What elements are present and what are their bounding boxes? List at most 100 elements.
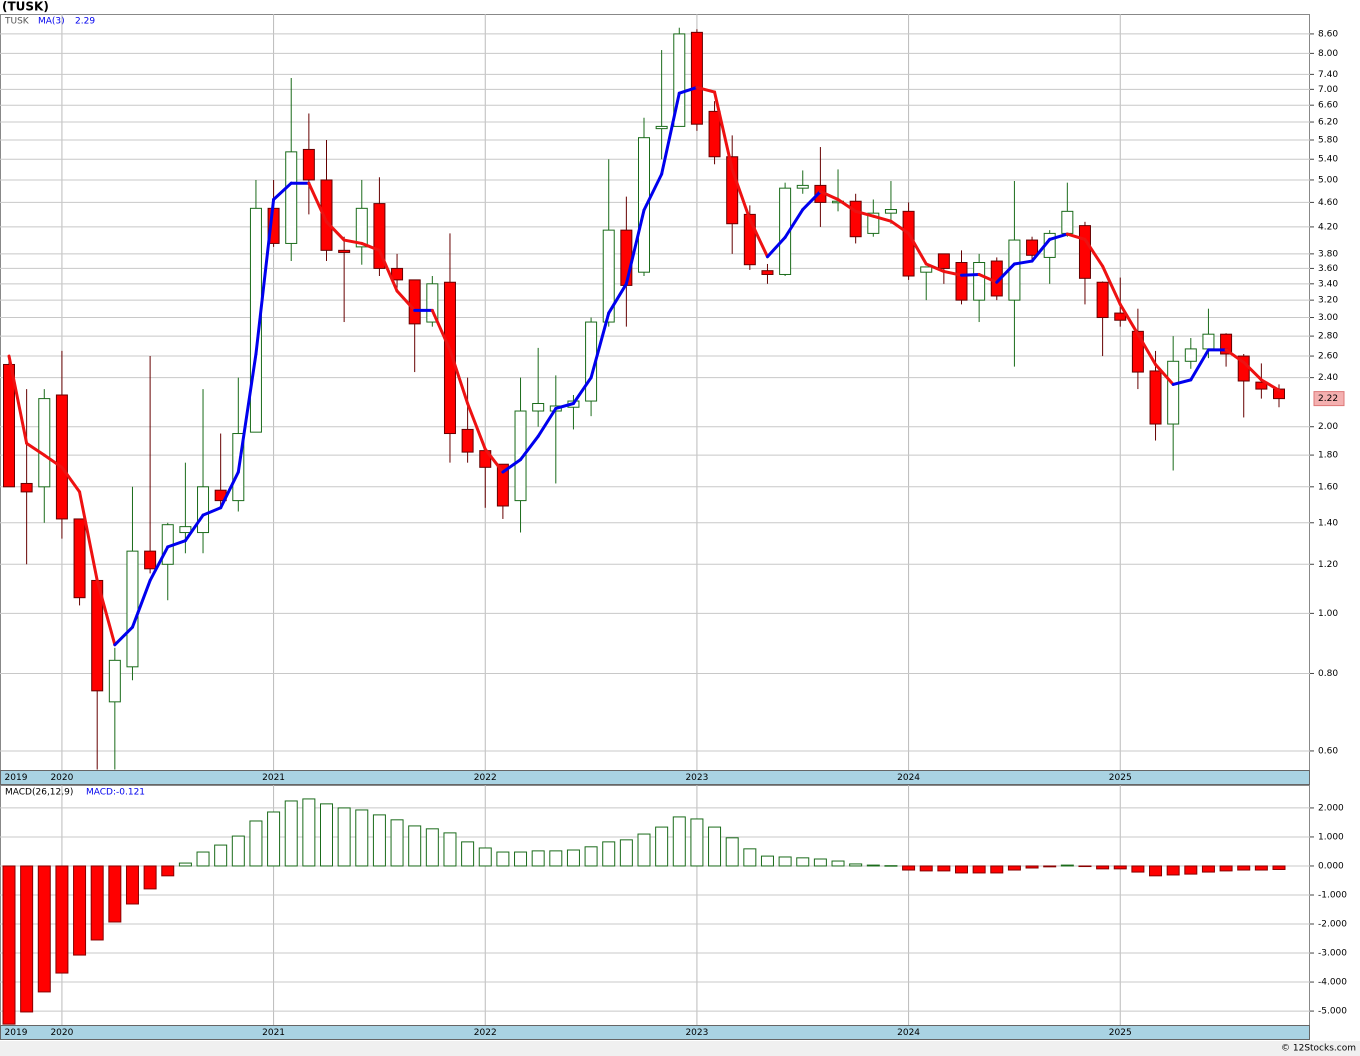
candle-body — [197, 486, 210, 534]
macd-bar — [1272, 865, 1286, 870]
macd-bar — [743, 848, 757, 867]
x-tick-label: 2025 — [1109, 1028, 1132, 1038]
footer — [0, 1041, 1360, 1056]
candle-body — [796, 184, 809, 189]
candle-body — [514, 410, 527, 502]
macd-bar — [355, 809, 369, 867]
macd-bar — [884, 865, 898, 867]
ma-line — [871, 214, 893, 223]
ma-line — [801, 190, 822, 212]
y-tick-label: 2.00 — [1318, 422, 1338, 432]
macd-bar — [1113, 865, 1127, 870]
x-tick-label: 2020 — [50, 773, 73, 783]
ma-line — [836, 198, 858, 213]
candle-body — [937, 253, 950, 269]
macd-bar — [972, 865, 986, 874]
legend-value: 2.29 — [75, 17, 95, 27]
macd-bar — [161, 865, 175, 877]
macd-bar — [655, 826, 669, 867]
ma-line — [395, 289, 417, 312]
macd-bar — [55, 865, 69, 974]
candle-body — [108, 659, 121, 703]
ma-line — [536, 406, 558, 438]
x-tick-label: 2024 — [897, 1028, 920, 1038]
y-tick-label: -1.000 — [1318, 890, 1347, 900]
candle-body — [1096, 281, 1109, 319]
macd-bar — [813, 858, 827, 867]
candle-body — [867, 212, 880, 234]
macd-bar — [320, 803, 333, 867]
candle-body — [638, 137, 650, 273]
macd-bar — [2, 865, 16, 1025]
candle-body — [1061, 210, 1074, 234]
macd-bar — [478, 847, 492, 867]
legend-name: MA(3) — [38, 17, 65, 27]
ma-line — [466, 402, 487, 451]
ma-line — [254, 198, 276, 356]
macd-bar — [37, 865, 51, 993]
macd-bar — [690, 818, 704, 867]
macd-bar — [1201, 865, 1215, 873]
ma-line — [1242, 360, 1263, 382]
y-tick-label: 2.000 — [1318, 803, 1344, 813]
macd-bar — [866, 864, 880, 867]
macd-bar — [196, 851, 210, 867]
y-tick-label: 8.60 — [1318, 29, 1338, 39]
macd-bar — [619, 839, 633, 867]
ma-line — [201, 506, 223, 517]
macd-bar — [566, 849, 580, 867]
ma-line — [977, 272, 999, 284]
ma-line — [1224, 348, 1246, 364]
macd-bar — [637, 833, 651, 867]
ma-line — [624, 208, 646, 286]
ma-line — [483, 447, 505, 474]
candle-body — [338, 249, 351, 253]
y-tick-label: 7.00 — [1318, 85, 1338, 95]
candle-body — [973, 262, 986, 301]
x-tick-label: 2021 — [262, 773, 285, 783]
ma-line — [960, 272, 981, 277]
y-tick-label: 0.60 — [1318, 746, 1338, 756]
ma-line — [730, 167, 752, 221]
macd-bar — [1219, 865, 1233, 872]
ma-line — [854, 209, 875, 218]
macd-bar — [937, 865, 951, 872]
macd-bar — [831, 860, 845, 867]
ma-line — [571, 376, 593, 406]
candle-body — [285, 151, 298, 244]
macd-bar — [408, 825, 422, 867]
y-tick-label: 1.00 — [1318, 609, 1338, 619]
macd-bar — [1237, 865, 1251, 871]
ma-line — [113, 625, 134, 647]
candle-body — [496, 463, 509, 507]
macd-bar — [672, 816, 686, 867]
ma-line — [677, 85, 699, 95]
ma-line — [818, 190, 840, 202]
candle-body — [761, 270, 774, 275]
macd-bar — [1166, 865, 1180, 876]
candle-body — [391, 267, 404, 281]
ma-line — [325, 220, 346, 242]
ma-line — [660, 91, 681, 176]
candle-body — [1184, 348, 1197, 362]
macd-bar — [902, 865, 916, 871]
y-tick-label: 6.60 — [1318, 101, 1338, 111]
candle-body — [920, 266, 933, 273]
ma-line — [166, 539, 187, 549]
y-tick-label: 3.60 — [1318, 264, 1338, 274]
symbol-label: TUSK — [4, 17, 30, 27]
macd-bar — [1025, 865, 1039, 869]
macd-bar — [125, 865, 139, 905]
ma-line — [130, 578, 152, 629]
ma-line — [519, 434, 540, 462]
candle-body — [602, 229, 615, 323]
macd-bar — [390, 819, 404, 867]
candle-body — [1255, 381, 1268, 390]
macd-bar — [20, 865, 34, 1013]
ma-line — [995, 262, 1016, 284]
y-tick-label: 3.20 — [1318, 296, 1338, 306]
candle-body — [673, 33, 686, 127]
ma-line — [1118, 302, 1140, 336]
y-tick-label: 1.000 — [1318, 832, 1344, 842]
ma-line — [1171, 378, 1193, 386]
